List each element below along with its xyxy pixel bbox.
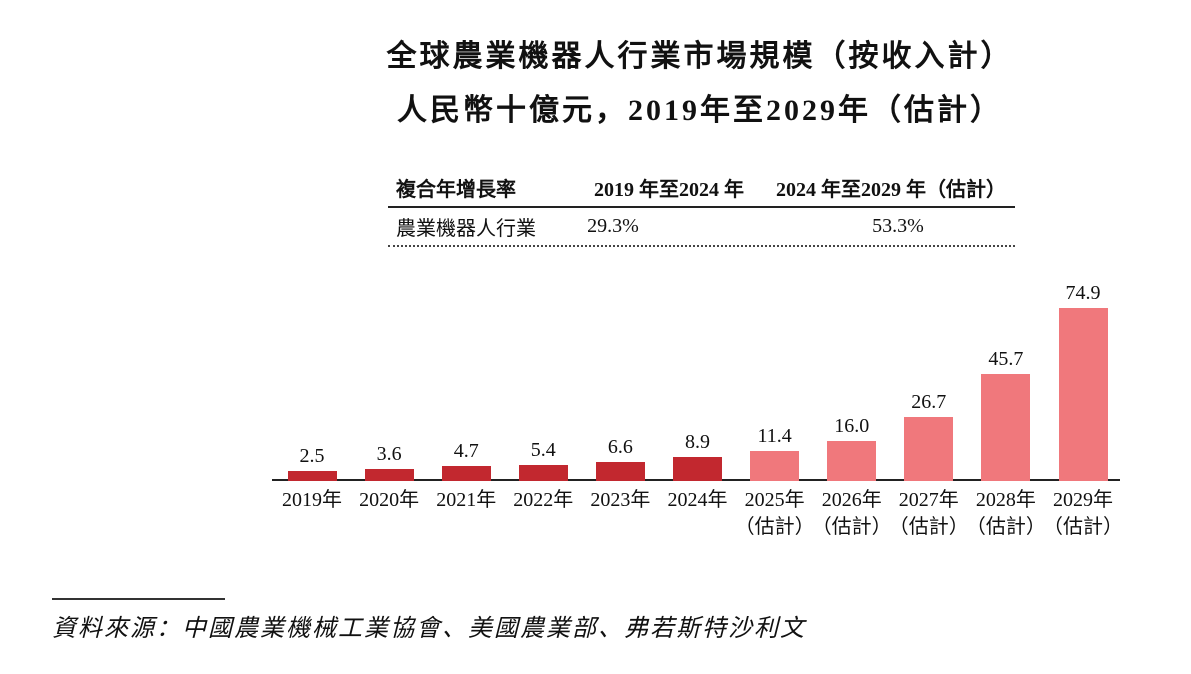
bar-2029年 — [1058, 307, 1108, 481]
x-axis-label-year: 2021年 — [436, 489, 497, 511]
bar-2020年 — [364, 468, 414, 481]
x-axis-label-estimate-note: （估計） — [811, 516, 892, 538]
bar-2023年 — [595, 462, 645, 481]
x-axis-label-estimate-note: （估計） — [965, 516, 1046, 538]
source-text: 資料來源：中國農業機械工業協會、美國農業部、弗若斯特沙利文 — [52, 616, 806, 642]
cagr-header-period-1: 2019 年至2024 年 — [594, 178, 744, 201]
x-axis-label-2025年: 2025年 （估計） — [720, 487, 830, 541]
bar-2019年 — [287, 471, 337, 481]
cagr-value-period-1: 29.3% — [587, 215, 639, 237]
bar-2027年 — [904, 416, 954, 481]
x-axis-label-2029年: 2029年 （估計） — [1028, 487, 1138, 541]
bar-2021年 — [441, 466, 491, 481]
bar-2026年 — [827, 440, 877, 481]
x-axis-label-2024年: 2024年 — [643, 487, 753, 514]
x-axis-label-year: 2024年 — [667, 489, 728, 511]
x-axis-label-2019年: 2019年 — [257, 487, 367, 514]
bar-value-label-2025年: 11.4 — [757, 425, 792, 448]
x-axis-label-2028年: 2028年 （估計） — [951, 487, 1061, 541]
x-axis-label-estimate-note: （估計） — [734, 516, 815, 538]
chart-title: 全球農業機器人行業市場規模（按收入計） 人民幣十億元，2019年至2029年（估… — [280, 30, 1120, 138]
cagr-table-header-row: 複合年增長率 2019 年至2024 年 2024 年至2029 年（估計） — [388, 168, 1015, 208]
x-axis-label-year: 2025年 — [744, 489, 805, 511]
x-axis-label-2020年: 2020年 — [334, 487, 444, 514]
x-axis-label-2021年: 2021年 — [411, 487, 521, 514]
bar-value-label-2020年: 3.6 — [376, 442, 402, 465]
x-axis-label-2027年: 2027年 （估計） — [874, 487, 984, 541]
cagr-table: 複合年增長率 2019 年至2024 年 2024 年至2029 年（估計） 農… — [388, 168, 1015, 247]
cagr-header-period-2: 2024 年至2029 年（估計） — [776, 178, 1006, 201]
bar-value-label-2023年: 6.6 — [607, 436, 633, 459]
source-divider — [52, 598, 225, 600]
x-axis-label-estimate-note: （估計） — [888, 516, 969, 538]
source-block: 資料來源：中國農業機械工業協會、美國農業部、弗若斯特沙利文 — [52, 598, 806, 643]
bar-value-label-2024年: 8.9 — [685, 430, 710, 453]
x-axis-label-year: 2020年 — [359, 489, 420, 511]
x-axis-label-2026年: 2026年 （估計） — [797, 487, 907, 541]
bar-2025年 — [750, 451, 800, 481]
bar-2022年 — [518, 464, 568, 481]
x-axis-label-2022年: 2022年 — [488, 487, 598, 514]
bar-2024年 — [673, 456, 722, 481]
chart-title-line1: 全球農業機器人行業市場規模（按收入計） — [386, 40, 1014, 73]
cagr-row-label: 農業機器人行業 — [396, 218, 536, 240]
x-axis-label-estimate-note: （估計） — [1043, 516, 1123, 538]
x-axis-label-year: 2027年 — [898, 489, 959, 511]
x-axis-label-year: 2019年 — [282, 489, 342, 511]
cagr-value-period-2: 53.3% — [872, 215, 924, 237]
x-axis-label-year: 2028年 — [975, 489, 1036, 511]
cagr-table-data-row: 農業機器人行業 29.3% 53.3% — [388, 208, 1015, 247]
bar-value-label-2021年: 4.7 — [453, 440, 479, 463]
x-axis-label-year: 2026年 — [821, 489, 882, 511]
bar-value-label-2022年: 5.4 — [530, 438, 556, 461]
bar-value-label-2027年: 26.7 — [911, 390, 947, 413]
bar-value-label-2019年: 2.5 — [299, 445, 325, 468]
cagr-header-label: 複合年增長率 — [396, 178, 516, 201]
bar-2028年 — [981, 373, 1031, 481]
x-axis-label-2023年: 2023年 — [565, 487, 675, 514]
x-axis-label-year: 2022年 — [513, 489, 574, 511]
chart-title-line2: 人民幣十億元，2019年至2029年（估計） — [397, 94, 1003, 127]
bar-value-label-2028年: 45.7 — [988, 347, 1024, 370]
x-axis-label-year: 2023年 — [590, 489, 651, 511]
x-axis-label-year: 2029年 — [1053, 489, 1113, 511]
bar-value-label-2026年: 16.0 — [834, 414, 870, 437]
bar-value-label-2029年: 74.9 — [1065, 281, 1101, 304]
